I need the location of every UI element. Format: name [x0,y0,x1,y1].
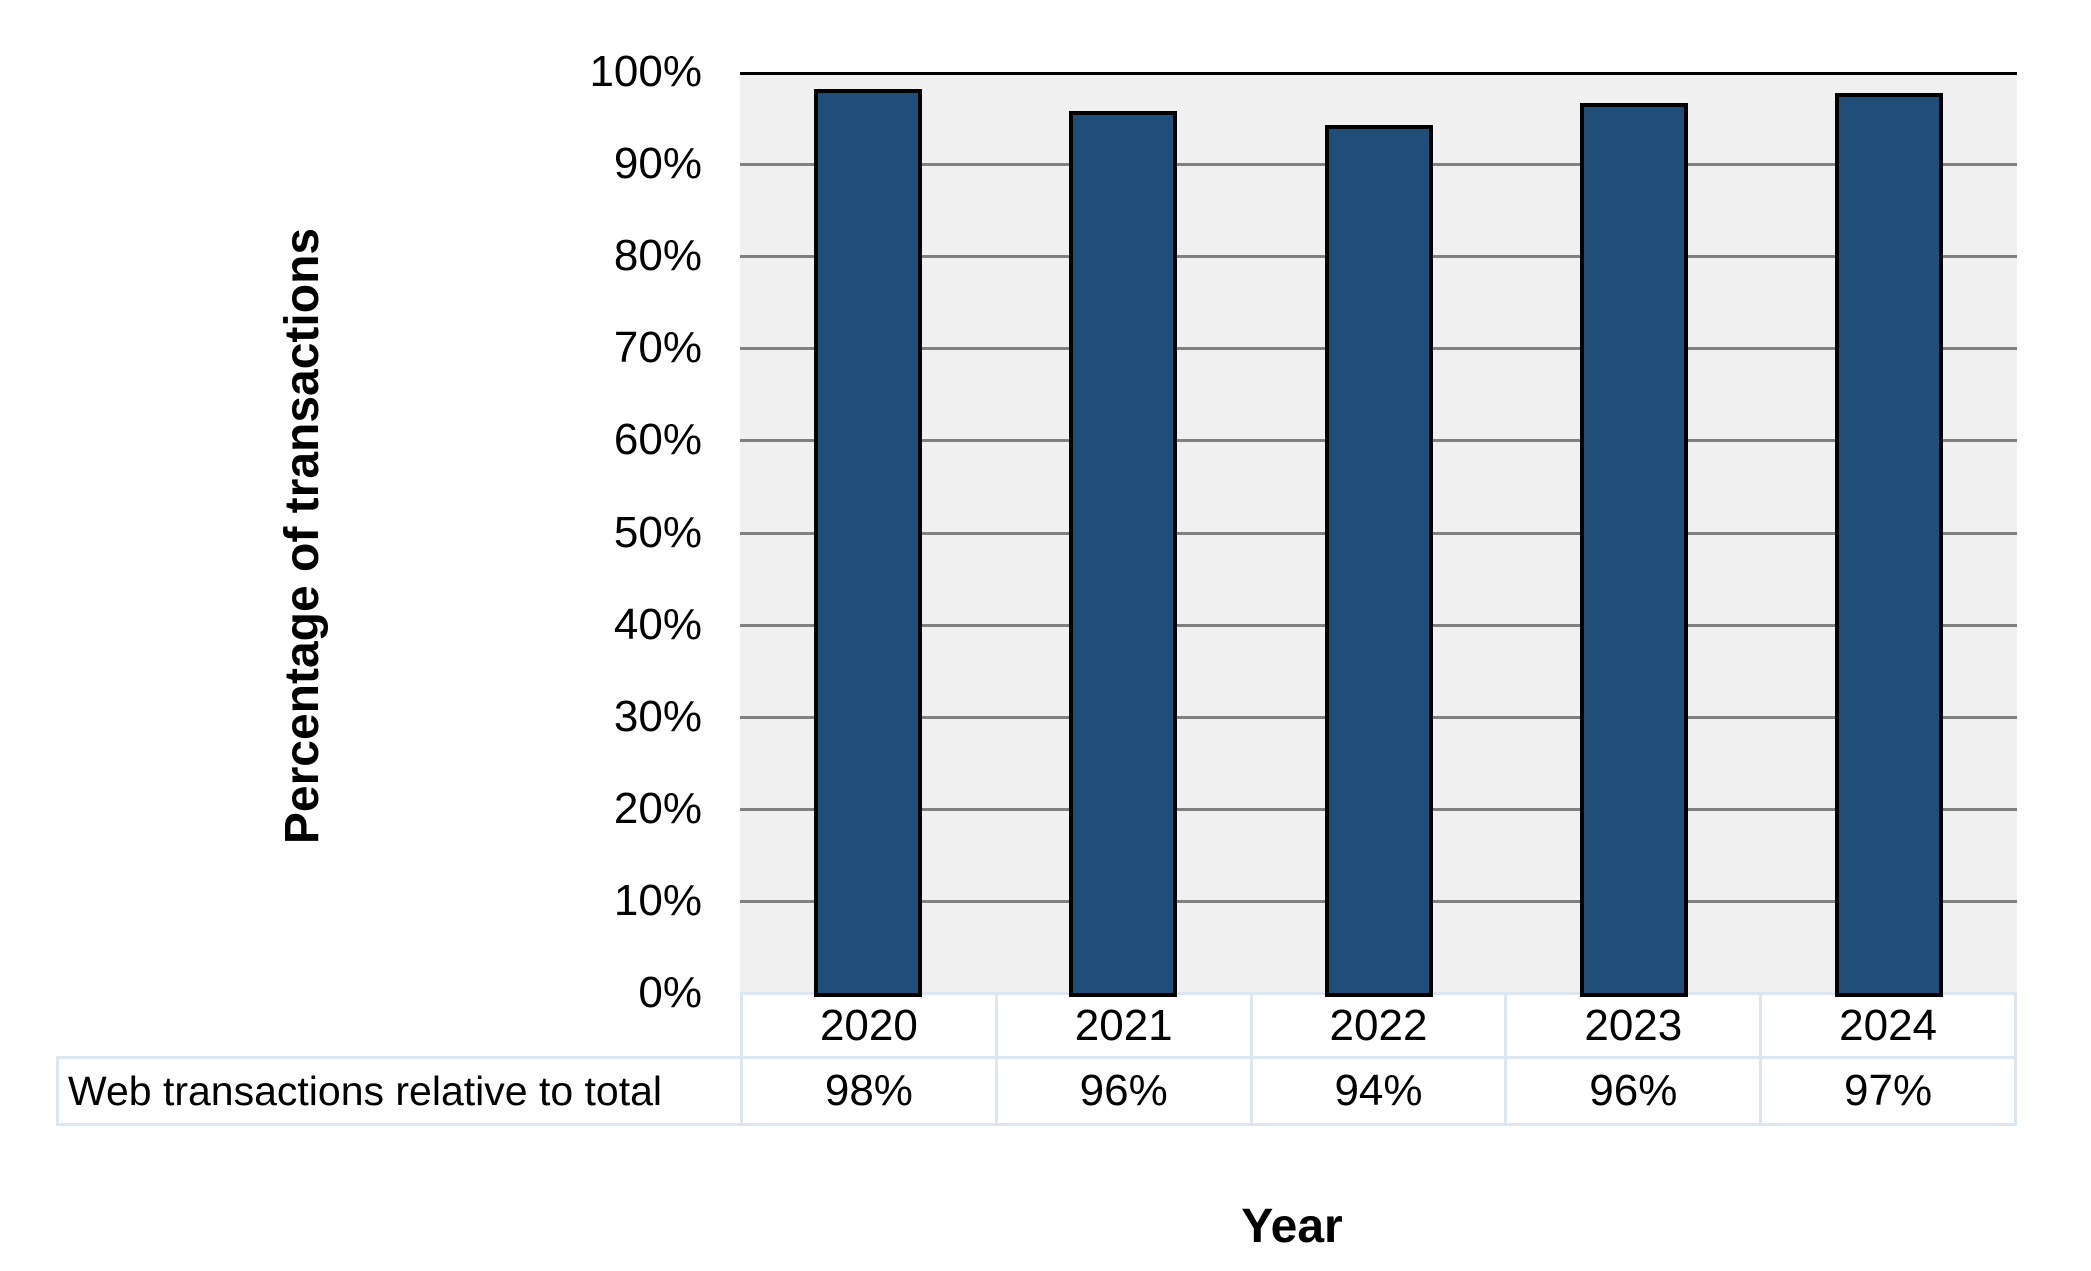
y-tick-label: 10% [613,876,702,925]
year-cell: 2022 [1249,995,1505,1056]
y-tick-label: 80% [613,231,702,280]
data-table-value-row: 98% 96% 94% 96% 97% [740,1056,2017,1126]
y-tick-label: 60% [613,415,702,464]
bar-2024 [1835,93,1943,997]
gridline-100pct [740,72,2017,75]
y-tick-label: 20% [613,784,702,833]
year-cell: 2021 [994,995,1250,1056]
data-table-row-header: Web transactions relative to total [56,1056,743,1126]
year-cell: 2020 [819,1000,918,1050]
plot-area [740,72,2017,997]
y-tick-label: 40% [613,600,702,649]
bar-2023 [1580,103,1688,997]
x-axis-category-row: 2020 2021 2022 2023 2024 [740,992,2017,1059]
bar-2022 [1325,125,1433,997]
y-tick-label: 100% [589,47,702,96]
year-cell: 2023 [1504,995,1759,1056]
value-cell: 98% [824,1066,913,1115]
value-cell: 94% [1249,1059,1505,1123]
y-tick-label: 70% [613,323,702,372]
y-tick-label: 50% [613,508,702,557]
y-tick-label: 0% [638,968,702,1017]
value-cell: 96% [994,1059,1250,1123]
y-tick-label: 90% [613,139,702,188]
value-cell: 97% [1759,1059,2014,1123]
bar-2021 [1069,111,1177,997]
value-cell: 96% [1504,1059,1759,1123]
year-cell: 2024 [1759,995,2014,1056]
x-axis-title: Year [1241,1200,1343,1253]
y-tick-label: 30% [613,692,702,741]
y-axis-title: Percentage of transactions [276,227,329,845]
bar-2020 [814,89,922,997]
